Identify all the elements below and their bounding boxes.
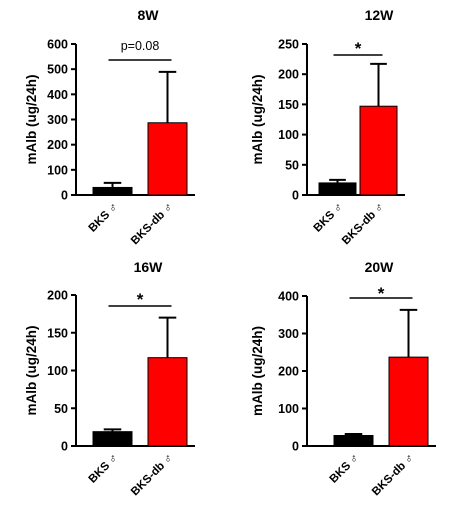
y-axis-label: mAlb (ug/24h) (250, 326, 265, 416)
y-axis-label: mAlb (ug/24h) (250, 75, 265, 165)
bar (388, 356, 429, 447)
x-tick-label: BKS-db ♂ (129, 452, 176, 499)
y-tick-label: 0 (61, 189, 68, 203)
y-tick-label: 150 (47, 326, 68, 340)
y-tick-label: 150 (278, 98, 299, 112)
x-tick-label: BKS-db ♂ (129, 201, 176, 248)
y-tick-label: 400 (47, 88, 68, 102)
x-tick-label: BKS ♂ (87, 452, 121, 486)
y-tick-label: 100 (47, 364, 68, 378)
y-tick-label: 300 (47, 113, 68, 127)
y-tick-label: 0 (292, 189, 299, 203)
y-tick-label: 200 (47, 138, 68, 152)
y-tick-label: 0 (61, 440, 68, 454)
x-tick-label: BKS ♂ (328, 452, 362, 486)
y-tick-label: 200 (47, 289, 68, 303)
significance-label: p=0.08 (121, 39, 160, 53)
y-tick-label: 100 (278, 128, 299, 142)
chart-title: 8W (138, 7, 160, 23)
x-tick-label: BKS-db ♂ (370, 452, 417, 499)
y-tick-label: 100 (278, 402, 299, 416)
chart-title: 20W (365, 259, 395, 275)
bar (147, 357, 188, 447)
y-tick-label: 200 (278, 68, 299, 82)
y-axis-label: mAlb (ug/24h) (24, 75, 39, 165)
bar (318, 182, 357, 196)
significance-label: * (355, 39, 362, 58)
chart-title: 12W (365, 7, 395, 23)
y-tick-label: 100 (47, 163, 68, 177)
y-tick-label: 250 (278, 38, 299, 52)
bar (92, 431, 133, 447)
bar (333, 435, 374, 447)
y-axis-label: mAlb (ug/24h) (24, 326, 39, 416)
significance-label: * (378, 284, 385, 303)
chart-panel: 20W mAlb (ug/24h) 0 100 200 300 400 BKS ♂ BKS-db… (250, 259, 436, 498)
bar (147, 122, 188, 196)
chart-panel: 8W mAlb (ug/24h) 0 100 200 300 400 500 600 BKS ♂ B… (24, 7, 195, 247)
x-tick-label: BKS-db ♂ (340, 201, 387, 248)
x-tick-label: BKS ♂ (312, 201, 346, 235)
x-tick-label: BKS ♂ (87, 201, 121, 235)
chart-title: 16W (134, 259, 164, 275)
y-tick-label: 400 (278, 290, 299, 304)
chart-panel: 16W mAlb (ug/24h) 0 50 100 150 200 BKS ♂ BKS-db … (24, 259, 195, 498)
significance-label: * (137, 290, 144, 309)
y-tick-label: 0 (292, 440, 299, 454)
y-tick-label: 200 (278, 365, 299, 379)
y-tick-label: 500 (47, 63, 68, 77)
y-tick-label: 600 (47, 38, 68, 52)
y-tick-label: 50 (54, 402, 68, 416)
y-tick-label: 50 (285, 158, 299, 172)
bar (359, 105, 398, 196)
chart-panel: 12W mAlb (ug/24h) 0 50 100 150 200 250 BKS ♂BKS-… (250, 7, 405, 247)
bar (92, 186, 133, 196)
y-tick-label: 300 (278, 327, 299, 341)
